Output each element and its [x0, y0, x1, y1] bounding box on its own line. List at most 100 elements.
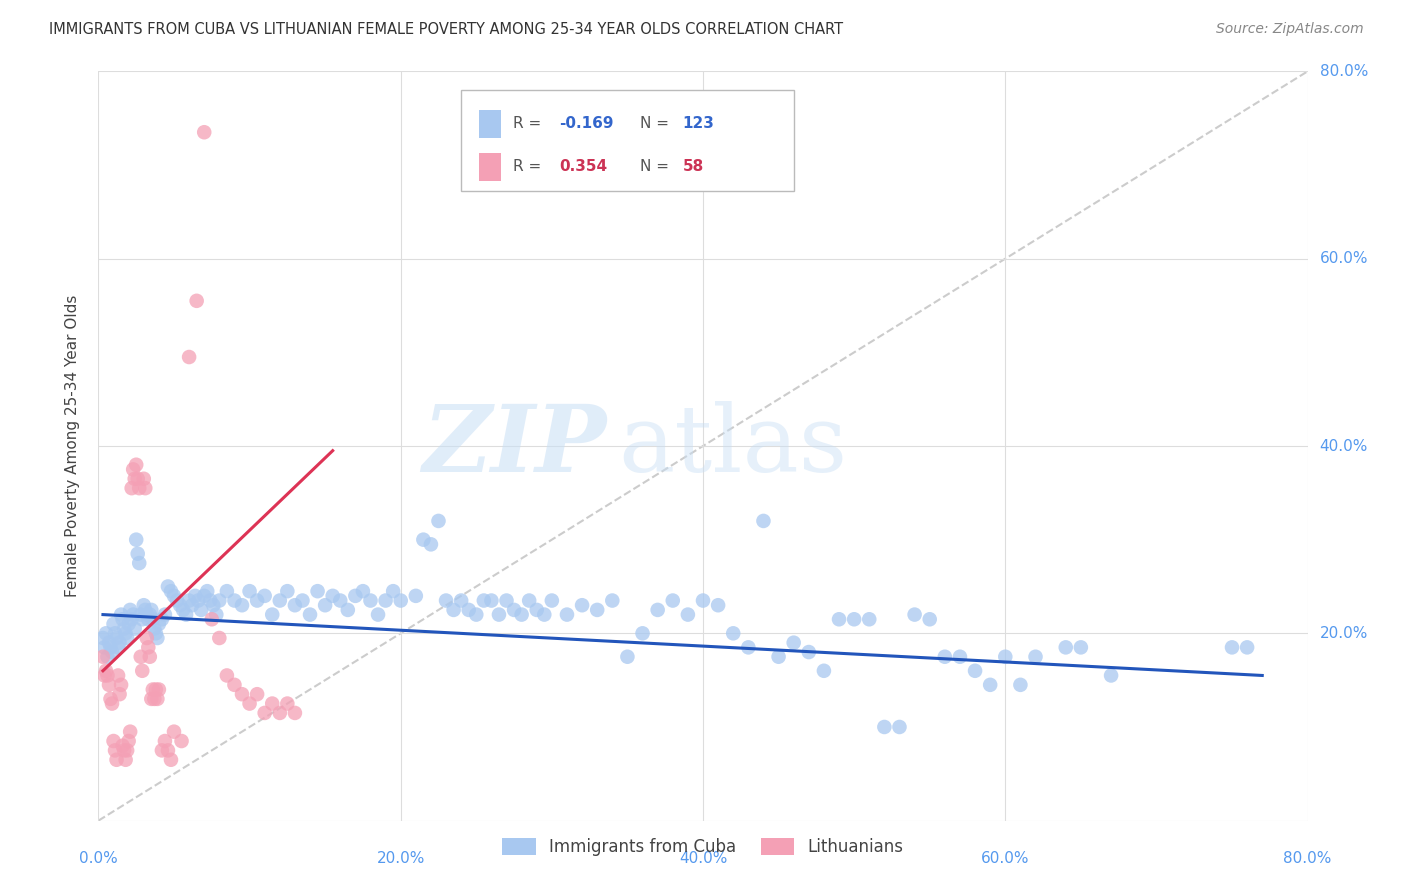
Point: [329, 593, 352, 607]
Point: [813, 664, 835, 678]
Point: [1220, 640, 1243, 655]
Point: [503, 603, 526, 617]
Point: [120, 603, 142, 617]
Point: [143, 622, 166, 636]
Point: [676, 607, 699, 622]
Point: [904, 607, 927, 622]
Point: [692, 593, 714, 607]
Point: [146, 692, 169, 706]
Point: [873, 720, 896, 734]
Point: [131, 664, 153, 678]
Text: N =: N =: [640, 160, 673, 175]
Point: [299, 607, 322, 622]
Point: [661, 593, 683, 607]
Point: [143, 692, 166, 706]
Point: [114, 753, 136, 767]
Point: [148, 682, 170, 697]
Point: [723, 626, 745, 640]
Point: [586, 603, 609, 617]
Point: [110, 678, 132, 692]
Point: [179, 593, 201, 607]
Point: [768, 649, 790, 664]
Point: [124, 472, 146, 486]
Bar: [479, 153, 501, 181]
Point: [134, 603, 156, 617]
Point: [145, 682, 167, 697]
Text: atlas: atlas: [619, 401, 848, 491]
Point: [314, 599, 336, 613]
Point: [382, 584, 405, 599]
Point: [121, 481, 143, 495]
Text: -0.169: -0.169: [560, 116, 613, 131]
Point: [145, 626, 167, 640]
Point: [108, 687, 131, 701]
Point: [146, 631, 169, 645]
Point: [135, 631, 157, 645]
Point: [465, 607, 488, 622]
Point: [284, 599, 307, 613]
Point: [121, 612, 143, 626]
Point: [136, 640, 159, 655]
Point: [540, 593, 562, 607]
Point: [170, 734, 193, 748]
Point: [783, 635, 806, 649]
Point: [472, 593, 495, 607]
Point: [107, 640, 129, 655]
Point: [336, 603, 359, 617]
Point: [115, 743, 138, 757]
Point: [231, 599, 253, 613]
Point: [269, 593, 291, 607]
Text: R =: R =: [513, 116, 547, 131]
Point: [284, 706, 307, 720]
Point: [124, 622, 146, 636]
Text: 80.0%: 80.0%: [1284, 851, 1331, 865]
Point: [135, 607, 157, 622]
Point: [1070, 640, 1092, 655]
Point: [420, 537, 443, 551]
Point: [104, 626, 127, 640]
Point: [246, 687, 269, 701]
Text: 0.354: 0.354: [560, 160, 607, 175]
Point: [105, 631, 128, 645]
Point: [215, 668, 238, 682]
Point: [98, 678, 121, 692]
Point: [110, 607, 132, 622]
Point: [949, 649, 972, 664]
Point: [367, 607, 389, 622]
Point: [231, 687, 253, 701]
Point: [828, 612, 851, 626]
Point: [163, 724, 186, 739]
Text: 40.0%: 40.0%: [679, 851, 727, 865]
Point: [1010, 678, 1032, 692]
Point: [889, 720, 911, 734]
Point: [979, 678, 1001, 692]
Point: [127, 472, 149, 486]
Point: [148, 617, 170, 632]
Point: [190, 603, 212, 617]
Point: [443, 603, 465, 617]
Point: [934, 649, 956, 664]
Point: [202, 599, 225, 613]
Point: [450, 593, 472, 607]
Point: [163, 589, 186, 603]
Point: [100, 692, 122, 706]
Point: [752, 514, 775, 528]
Point: [153, 734, 176, 748]
Point: [412, 533, 434, 547]
Text: R =: R =: [513, 160, 547, 175]
Point: [184, 589, 207, 603]
Point: [737, 640, 759, 655]
Point: [517, 593, 540, 607]
Point: [215, 584, 238, 599]
Point: [128, 481, 150, 495]
Point: [918, 612, 941, 626]
Point: [555, 607, 578, 622]
Text: IMMIGRANTS FROM CUBA VS LITHUANIAN FEMALE POVERTY AMONG 25-34 YEAR OLDS CORRELAT: IMMIGRANTS FROM CUBA VS LITHUANIAN FEMAL…: [49, 22, 844, 37]
Point: [172, 603, 194, 617]
Point: [174, 607, 197, 622]
Point: [201, 612, 224, 626]
Point: [495, 593, 517, 607]
Point: [262, 697, 284, 711]
Point: [858, 612, 880, 626]
Point: [94, 664, 117, 678]
